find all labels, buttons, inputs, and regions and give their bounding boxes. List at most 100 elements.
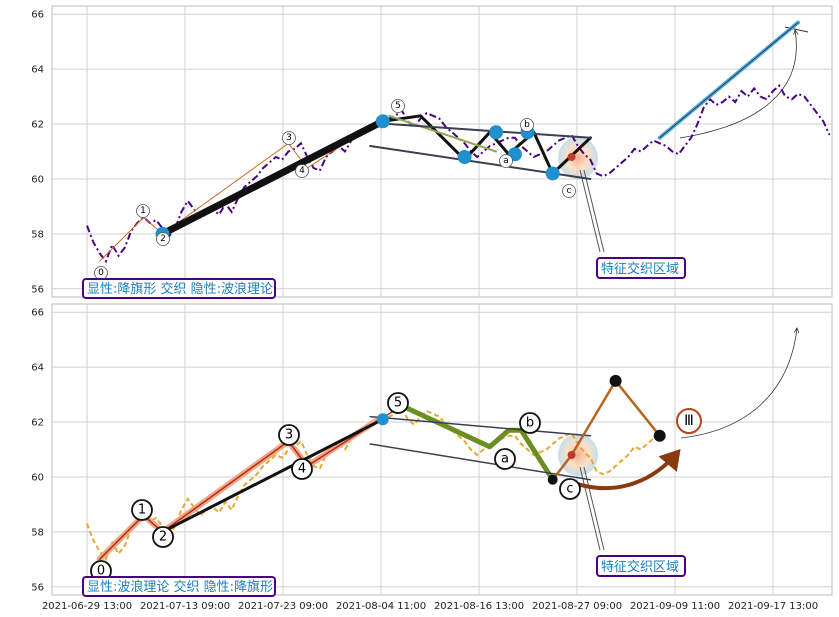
bottom-segment-4 xyxy=(369,443,592,481)
top-ytick-3: 62 xyxy=(31,120,44,131)
svg-text:0: 0 xyxy=(97,564,105,579)
bottom-overlays xyxy=(558,328,797,551)
xtick-2: 2021-07-23 09:00 xyxy=(238,601,328,612)
top-wave-label-3: 3 xyxy=(282,131,296,145)
top-target-arc xyxy=(679,30,796,139)
bottom-wave-label-1: 1 xyxy=(131,499,153,521)
top-segment-0 xyxy=(99,118,384,262)
svg-text:c: c xyxy=(566,482,573,497)
svg-text:3: 3 xyxy=(285,428,293,443)
top-wave-label-5: 5 xyxy=(391,99,405,113)
bottom-segment-5 xyxy=(369,415,592,437)
top-marker-1 xyxy=(375,114,390,129)
bottom-marker-2 xyxy=(609,374,622,387)
bottom-ytick-3: 62 xyxy=(31,418,44,429)
top-wave-label-2: 2 xyxy=(156,232,170,246)
bottom-marker-4 xyxy=(567,450,576,459)
top-panel: 56 58 60 62 64 66 0 1 2 3 4 5 a b c 显性:降旗形 交织… xyxy=(31,5,833,299)
svg-text:a: a xyxy=(503,156,509,166)
bottom-annotation-box: 显性:波浪理论 交织 隐性:降旗形 xyxy=(82,576,276,597)
top-wave-labels: 0 1 2 3 4 5 a b c xyxy=(94,99,576,280)
top-ytick-0: 56 xyxy=(31,284,44,295)
top-zone-halo xyxy=(558,137,598,179)
top-wave-label-1: 1 xyxy=(136,204,150,218)
svg-text:特征交织区域: 特征交织区域 xyxy=(601,261,679,277)
top-ytick-4: 64 xyxy=(31,65,44,76)
svg-text:a: a xyxy=(501,452,509,467)
top-wave-label-0: 0 xyxy=(94,266,108,280)
bottom-ytick-0: 56 xyxy=(31,582,44,593)
top-plot-frame xyxy=(51,5,833,298)
bottom-wave-labels: 0 1 2 3 4 5 a b c Ⅲ xyxy=(90,392,702,582)
svg-text:1: 1 xyxy=(140,206,146,216)
top-marker-6 xyxy=(545,166,560,181)
top-marker-7 xyxy=(567,152,576,161)
svg-text:1: 1 xyxy=(138,503,146,518)
bottom-wave-label-5: 5 xyxy=(387,392,409,414)
top-ytick-2: 60 xyxy=(31,174,44,185)
bottom-ytick-2: 60 xyxy=(31,472,44,483)
top-wave-label-a: a xyxy=(499,154,513,168)
svg-text:2: 2 xyxy=(159,530,167,545)
svg-text:显性:降旗形 交织 隐性:波浪理论: 显性:降旗形 交织 隐性:波浪理论 xyxy=(87,281,273,297)
top-segment-1 xyxy=(159,117,387,238)
bottom-segment-3 xyxy=(399,403,556,483)
top-wave-label-c: c xyxy=(562,184,576,198)
svg-text:2: 2 xyxy=(160,234,166,244)
top-wave-label-b: b xyxy=(520,118,534,132)
bottom-ytick-5: 66 xyxy=(31,308,44,319)
bottom-ytick-4: 64 xyxy=(31,363,44,374)
top-grid xyxy=(52,6,832,297)
bottom-wave-segments xyxy=(96,379,661,563)
top-zone-pointer-2 xyxy=(583,169,605,253)
bottom-segment-6 xyxy=(551,379,661,481)
xtick-5: 2021-08-27 09:00 xyxy=(532,601,622,612)
top-zone-label-box: 特征交织区域 xyxy=(596,257,686,279)
top-marker-2 xyxy=(457,149,472,164)
svg-text:显性:波浪理论 交织 隐性:降旗形: 显性:波浪理论 交织 隐性:降旗形 xyxy=(87,579,273,595)
bottom-projection-arrow xyxy=(565,448,681,491)
top-overlays xyxy=(558,26,809,253)
bottom-wave-label-3: 3 xyxy=(278,424,300,446)
top-y-ticks: 56 58 60 62 64 66 xyxy=(31,10,44,296)
bottom-zone-pointer xyxy=(579,466,601,551)
bottom-ytick-1: 58 xyxy=(31,527,44,538)
bottom-markers xyxy=(376,374,666,485)
bottom-wave-label-a: a xyxy=(494,448,516,470)
svg-text:4: 4 xyxy=(298,462,306,477)
bottom-zone-halo xyxy=(558,434,598,476)
svg-text:5: 5 xyxy=(395,101,401,111)
svg-text:3: 3 xyxy=(286,133,292,143)
bottom-marker-3 xyxy=(653,429,666,442)
svg-text:特征交织区域: 特征交织区域 xyxy=(601,559,679,575)
xtick-1: 2021-07-13 09:00 xyxy=(140,601,230,612)
bottom-panel: 56 58 60 62 64 66 0 1 2 3 4 5 a b c Ⅲ 显性:波浪理论… xyxy=(31,303,833,597)
xtick-3: 2021-08-04 11:00 xyxy=(336,601,426,612)
top-marker-3 xyxy=(489,125,504,140)
bottom-wave-label-c: c xyxy=(559,478,581,500)
top-segment-8 xyxy=(659,22,799,139)
bottom-wave-label-b: b xyxy=(519,412,541,434)
top-wave-label-4: 4 xyxy=(295,164,309,178)
svg-text:5: 5 xyxy=(394,396,402,411)
bottom-marker-1 xyxy=(547,474,558,485)
bottom-y-ticks: 56 58 60 62 64 66 xyxy=(31,308,44,594)
svg-text:4: 4 xyxy=(299,166,305,176)
bottom-plot-frame xyxy=(51,303,833,596)
bottom-zone-label-box: 特征交织区域 xyxy=(596,555,686,577)
svg-text:Ⅲ: Ⅲ xyxy=(684,413,694,429)
top-annotation-box: 显性:降旗形 交织 隐性:波浪理论 xyxy=(82,278,276,299)
bottom-projection-label: Ⅲ xyxy=(676,408,702,434)
bottom-target-arc xyxy=(680,328,797,439)
bottom-segment-1 xyxy=(98,404,403,561)
bottom-wave-label-2: 2 xyxy=(152,526,174,548)
svg-text:c: c xyxy=(567,186,572,196)
bottom-wave-label-4: 4 xyxy=(291,458,313,480)
top-segment-4 xyxy=(388,114,498,153)
bottom-marker-0 xyxy=(376,413,389,426)
top-zone-pointer xyxy=(579,169,601,253)
top-ytick-1: 58 xyxy=(31,229,44,240)
x-axis-ticks: 2021-06-29 13:00 2021-07-13 09:00 2021-07-… xyxy=(42,601,818,612)
xtick-0: 2021-06-29 13:00 xyxy=(42,601,132,612)
